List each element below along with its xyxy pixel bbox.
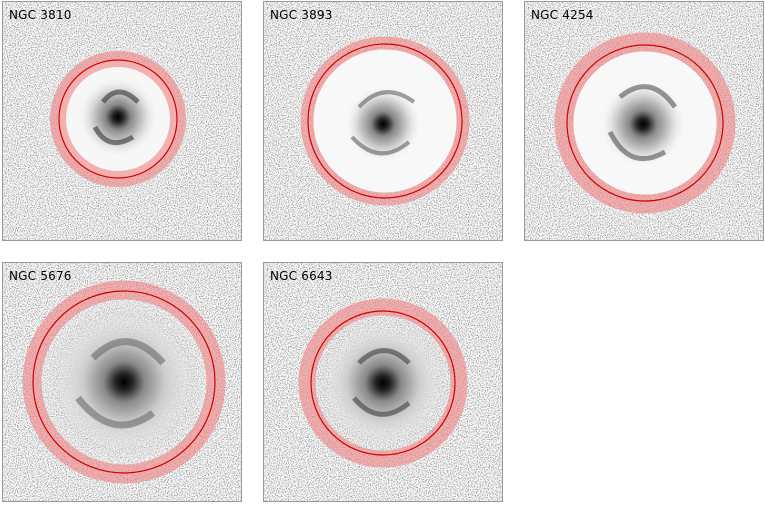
galaxy-image xyxy=(525,2,763,240)
galaxy-image xyxy=(3,2,241,240)
galaxy-image xyxy=(264,263,502,501)
panel-label: NGC 4254 xyxy=(531,8,594,22)
panel-label: NGC 6643 xyxy=(270,269,333,283)
panel-label: NGC 5676 xyxy=(9,269,72,283)
galaxy-panel: NGC 5676 xyxy=(2,262,242,502)
galaxy-panel: NGC 3893 xyxy=(263,1,503,241)
galaxy-panel: NGC 3810 xyxy=(2,1,242,241)
panel-label: NGC 3810 xyxy=(9,8,72,22)
galaxy-image xyxy=(3,263,241,501)
galaxy-image xyxy=(264,2,502,240)
galaxy-panel: NGC 6643 xyxy=(263,262,503,502)
galaxy-panel: NGC 4254 xyxy=(524,1,764,241)
panel-label: NGC 3893 xyxy=(270,8,333,22)
